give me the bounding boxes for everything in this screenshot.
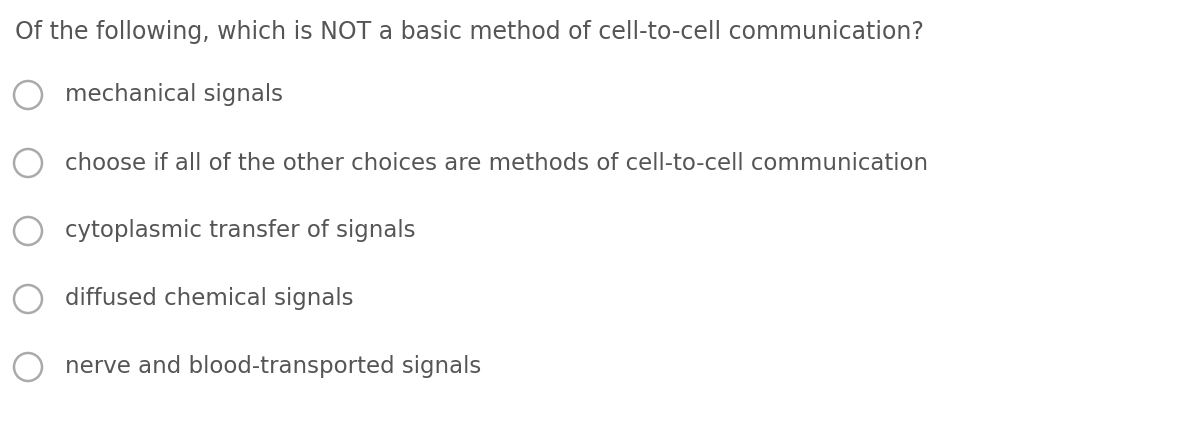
Text: diffused chemical signals: diffused chemical signals: [65, 288, 354, 310]
Text: mechanical signals: mechanical signals: [65, 83, 283, 107]
Text: cytoplasmic transfer of signals: cytoplasmic transfer of signals: [65, 219, 415, 243]
Text: nerve and blood-transported signals: nerve and blood-transported signals: [65, 356, 481, 378]
Text: Of the following, which is NOT a basic method of cell-to-cell communication?: Of the following, which is NOT a basic m…: [14, 20, 924, 44]
Text: choose if all of the other choices are methods of cell-to-cell communication: choose if all of the other choices are m…: [65, 151, 928, 175]
